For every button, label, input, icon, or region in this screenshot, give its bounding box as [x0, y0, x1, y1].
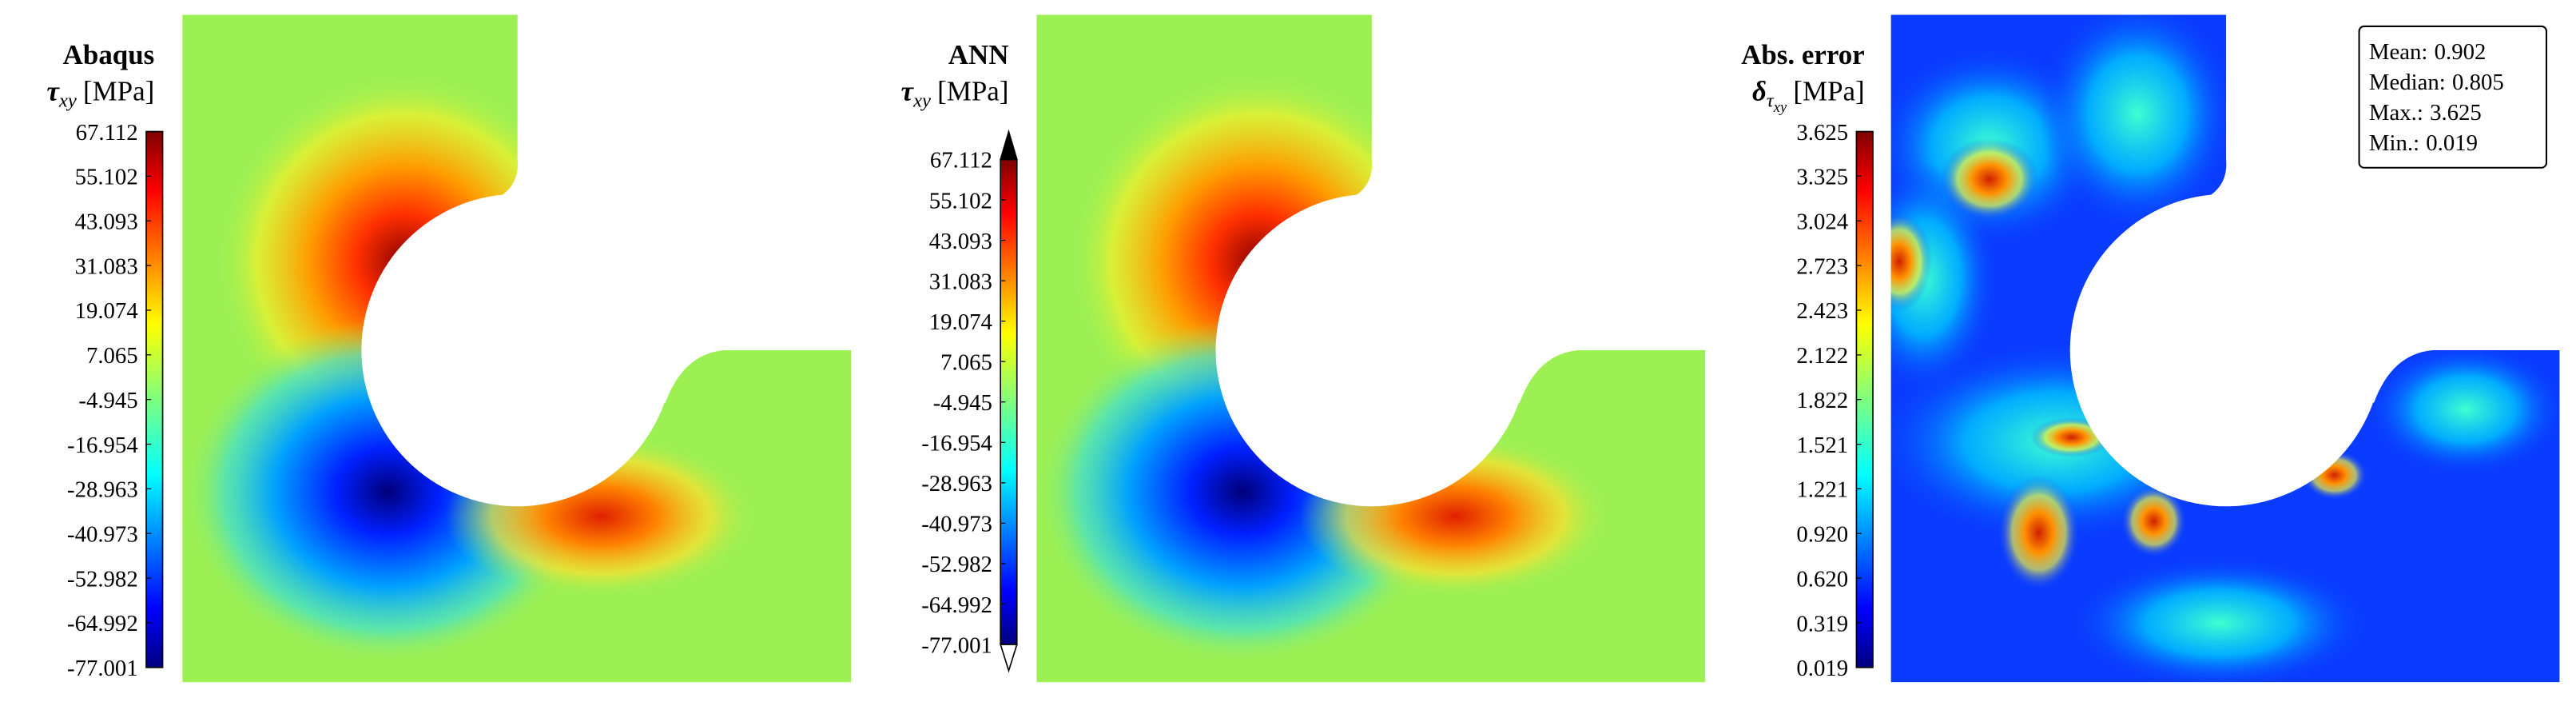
- tick-label: 43.093: [929, 229, 992, 254]
- tick-label: 2.423: [1796, 298, 1848, 324]
- tick-label: 55.102: [929, 188, 992, 213]
- unit: [MPa]: [937, 75, 1008, 106]
- tick-label: 3.024: [1796, 209, 1848, 235]
- stat-value: 0.902: [2435, 39, 2487, 65]
- subsubscript: xy: [1773, 100, 1787, 116]
- stat-label: Max.:: [2369, 100, 2423, 126]
- tick-label: 1.822: [1796, 388, 1848, 413]
- tick-label: 31.083: [75, 253, 138, 279]
- tick-label: 1.221: [1796, 477, 1848, 503]
- tick-label: 0.620: [1796, 566, 1848, 592]
- tick-label: 43.093: [75, 209, 138, 235]
- tick-label: 2.723: [1796, 253, 1848, 279]
- stat-label: Median:: [2369, 70, 2446, 95]
- stat: Max.: 3.625: [2369, 100, 2482, 126]
- tick-label: -77.001: [67, 656, 138, 681]
- tick-label: -64.992: [921, 592, 992, 618]
- tick-label: -4.945: [78, 388, 137, 413]
- subscript: xy: [58, 90, 77, 112]
- tick-label: 1.521: [1796, 433, 1848, 458]
- tick-label: 7.065: [940, 349, 992, 375]
- stat-value: 0.019: [2426, 130, 2478, 156]
- tick-label: -16.954: [921, 431, 992, 457]
- tick-label: -64.992: [67, 611, 138, 636]
- panel-title: Abaqus: [63, 39, 155, 70]
- tick-label: -4.945: [933, 390, 992, 416]
- tick-label: 31.083: [929, 269, 992, 294]
- tick-label: -77.001: [921, 632, 992, 658]
- stats-box: [2358, 25, 2548, 169]
- panel-title: ANN: [948, 39, 1009, 70]
- tick-label: -52.982: [67, 566, 138, 592]
- stat: Median: 0.805: [2369, 70, 2504, 95]
- tick-label: 3.625: [1796, 120, 1848, 146]
- symbol: τ: [46, 75, 60, 106]
- tick-label: 67.112: [930, 148, 992, 174]
- tick-label: -16.954: [67, 433, 138, 458]
- tick-label: -40.973: [921, 512, 992, 537]
- colorbar-extend-min: [1000, 644, 1018, 673]
- colorbar-extend-max: [1000, 129, 1018, 161]
- unit: [MPa]: [1793, 75, 1864, 106]
- tick-label: -28.963: [67, 477, 138, 503]
- colorbar-label: τxy [MPa]: [901, 75, 1009, 111]
- colorbar-label: δτxy [MPa]: [1752, 75, 1865, 115]
- stat: Mean: 0.902: [2369, 39, 2486, 65]
- tick-label: 3.325: [1796, 165, 1848, 190]
- tick-label: 55.102: [75, 165, 138, 190]
- tick-label: 19.074: [929, 309, 992, 335]
- tick-label: 7.065: [86, 343, 138, 369]
- tick-label: 0.920: [1796, 522, 1848, 548]
- panel-title: Abs. error: [1741, 39, 1865, 70]
- tick-label: 19.074: [75, 298, 138, 324]
- tick-label: 0.319: [1796, 611, 1848, 636]
- field-ann: [1036, 14, 1706, 683]
- tick-label: 67.112: [76, 120, 138, 146]
- tick-label: 2.122: [1796, 343, 1848, 369]
- symbol: τ: [901, 75, 915, 106]
- symbol: δ: [1752, 75, 1767, 106]
- stat: Min.: 0.019: [2369, 130, 2478, 156]
- tick-label: 0.019: [1796, 656, 1848, 681]
- subscript: xy: [912, 90, 931, 112]
- colorbar-label: τxy [MPa]: [46, 75, 154, 111]
- unit: [MPa]: [83, 75, 154, 106]
- stat-label: Min.:: [2369, 130, 2419, 156]
- tick-label: -40.973: [67, 522, 138, 548]
- stat-label: Mean:: [2369, 39, 2428, 65]
- stat-value: 3.625: [2430, 100, 2482, 126]
- tick-label: -52.982: [921, 552, 992, 577]
- field-abaqus: [182, 14, 852, 683]
- stat-value: 0.805: [2452, 70, 2504, 95]
- subscript: τ: [1767, 90, 1775, 112]
- tick-label: -28.963: [921, 471, 992, 497]
